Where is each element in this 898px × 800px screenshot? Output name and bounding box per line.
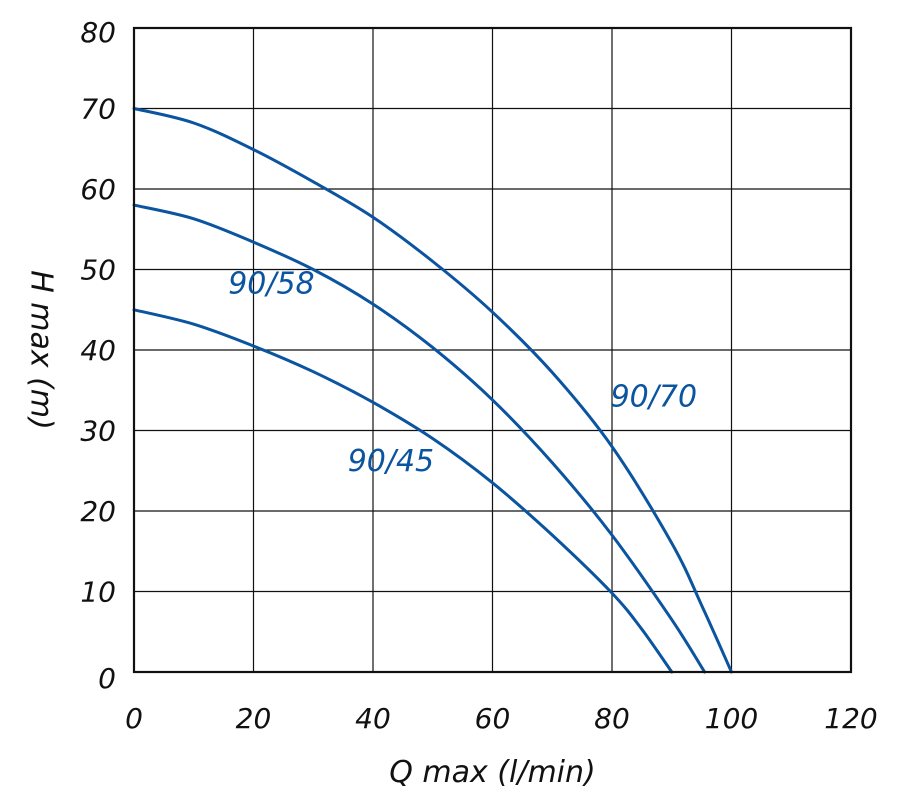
x-tick-label: 40	[355, 702, 391, 735]
curves	[132, 107, 733, 674]
y-tick-label: 80	[80, 16, 116, 49]
y-tick-label: 30	[80, 415, 116, 448]
grid	[133, 27, 852, 673]
series-line-90-70	[132, 107, 733, 674]
x-tick-labels: 0 20 40 60 80 100 120	[125, 702, 878, 735]
y-tick-label: 50	[80, 254, 116, 287]
x-tick-label: 100	[705, 702, 758, 735]
series-label-90-45: 90/45	[348, 444, 434, 479]
x-tick-label: 0	[125, 702, 143, 735]
series-line-90-58	[132, 203, 707, 674]
y-axis-title: H max (m)	[24, 270, 59, 430]
series-line-90-45	[132, 308, 674, 674]
y-tick-label: 10	[80, 576, 116, 609]
x-tick-label: 80	[594, 702, 630, 735]
y-tick-label: 60	[80, 173, 116, 206]
series-labels: 90/70 90/58 90/45	[228, 267, 697, 479]
series-label-90-70: 90/70	[611, 379, 697, 414]
y-tick-label: 40	[80, 334, 116, 367]
x-tick-label: 20	[236, 702, 272, 735]
plot-frame	[132, 26, 853, 674]
y-tick-label: 20	[80, 495, 116, 528]
y-tick-label: 0	[98, 662, 116, 695]
series-label-90-58: 90/58	[228, 267, 314, 302]
x-axis-title: Q max (l/min)	[389, 755, 595, 790]
x-tick-label: 60	[475, 702, 511, 735]
y-tick-label: 70	[80, 93, 116, 126]
x-tick-label: 120	[824, 702, 877, 735]
y-tick-labels: 0 10 20 30 40 50 60 70 80	[80, 16, 116, 695]
